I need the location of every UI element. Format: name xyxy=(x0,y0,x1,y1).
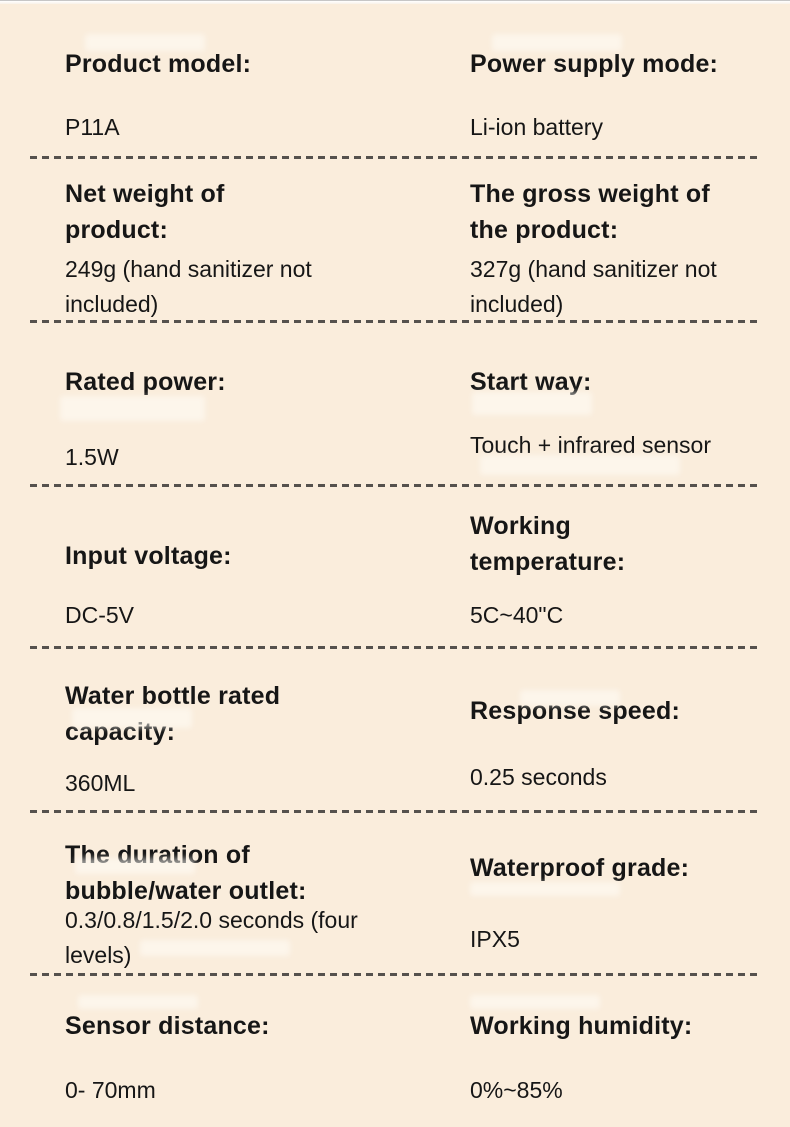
working-temperature-cell: Working temperature: 5C~40"C xyxy=(405,486,790,648)
sensor-distance-value: 0- 70mm xyxy=(65,1077,156,1103)
bottle-capacity-cell: Water bottle rated capacity: 360ML xyxy=(0,648,405,812)
input-voltage-label: Input voltage: xyxy=(65,542,232,570)
response-speed-cell: Response speed: 0.25 seconds xyxy=(405,648,790,812)
bottle-capacity-value: 360ML xyxy=(65,770,136,796)
spec-row: Net weight of product: 249g (hand saniti… xyxy=(0,158,790,323)
spec-row: Sensor distance: 0- 70mm Working humidit… xyxy=(0,975,790,1127)
working-humidity-label: Working humidity: xyxy=(470,1012,693,1040)
gross-weight-value: 327g (hand sanitizer not included) xyxy=(470,256,717,317)
power-supply-mode-cell: Power supply mode: Li-ion battery xyxy=(405,0,790,158)
row-divider xyxy=(30,156,760,159)
input-voltage-cell: Input voltage: DC-5V xyxy=(0,486,405,648)
rated-power-label: Rated power: xyxy=(65,368,226,396)
power-supply-mode-value: Li-ion battery xyxy=(470,114,603,140)
sensor-distance-cell: Sensor distance: 0- 70mm xyxy=(0,975,405,1127)
sensor-distance-label: Sensor distance: xyxy=(65,1012,270,1040)
start-way-label: Start way: xyxy=(470,368,592,396)
spec-row: The duration of bubble/water outlet: 0.3… xyxy=(0,812,790,976)
outlet-duration-value: 0.3/0.8/1.5/2.0 seconds (four levels) xyxy=(65,907,358,968)
net-weight-cell: Net weight of product: 249g (hand saniti… xyxy=(0,158,405,322)
waterproof-grade-label: Waterproof grade: xyxy=(470,854,690,882)
working-temperature-value: 5C~40"C xyxy=(470,602,564,628)
outlet-duration-cell: The duration of bubble/water outlet: 0.3… xyxy=(0,812,405,975)
product-model-cell: Product model: P11A xyxy=(0,0,405,158)
response-speed-label: Response speed: xyxy=(470,697,681,725)
working-temperature-label: Working temperature: xyxy=(470,512,626,576)
row-divider xyxy=(30,320,760,323)
spec-row: Input voltage: DC-5V Working temperature… xyxy=(0,486,790,649)
row-divider xyxy=(30,646,760,649)
working-humidity-value: 0%~85% xyxy=(470,1077,563,1103)
spec-row: Water bottle rated capacity: 360ML Respo… xyxy=(0,648,790,813)
row-divider xyxy=(30,810,760,813)
net-weight-label: Net weight of product: xyxy=(65,180,225,244)
gross-weight-label: The gross weight of the product: xyxy=(470,180,710,244)
top-edge-strip xyxy=(0,0,790,4)
net-weight-value: 249g (hand sanitizer not included) xyxy=(65,256,312,317)
gross-weight-cell: The gross weight of the product: 327g (h… xyxy=(405,158,790,322)
waterproof-grade-value: IPX5 xyxy=(470,926,520,952)
rated-power-value: 1.5W xyxy=(65,444,119,470)
row-divider xyxy=(30,484,760,487)
bottle-capacity-label: Water bottle rated capacity: xyxy=(65,682,281,746)
outlet-duration-label: The duration of bubble/water outlet: xyxy=(65,841,307,905)
rated-power-cell: Rated power: 1.5W xyxy=(0,322,405,486)
row-divider xyxy=(30,973,760,976)
input-voltage-value: DC-5V xyxy=(65,602,135,628)
spec-row: Rated power: 1.5W Start way: Touch + inf… xyxy=(0,322,790,487)
product-model-label: Product model: xyxy=(65,50,252,78)
start-way-cell: Start way: Touch + infrared sensor xyxy=(405,322,790,486)
product-model-value: P11A xyxy=(65,114,120,140)
working-humidity-cell: Working humidity: 0%~85% xyxy=(405,975,790,1127)
response-speed-value: 0.25 seconds xyxy=(470,764,607,790)
waterproof-grade-cell: Waterproof grade: IPX5 xyxy=(405,812,790,975)
start-way-value: Touch + infrared sensor xyxy=(470,432,711,458)
power-supply-mode-label: Power supply mode: xyxy=(470,50,719,78)
spec-row: Product model: P11A Power supply mode: L… xyxy=(0,0,790,159)
